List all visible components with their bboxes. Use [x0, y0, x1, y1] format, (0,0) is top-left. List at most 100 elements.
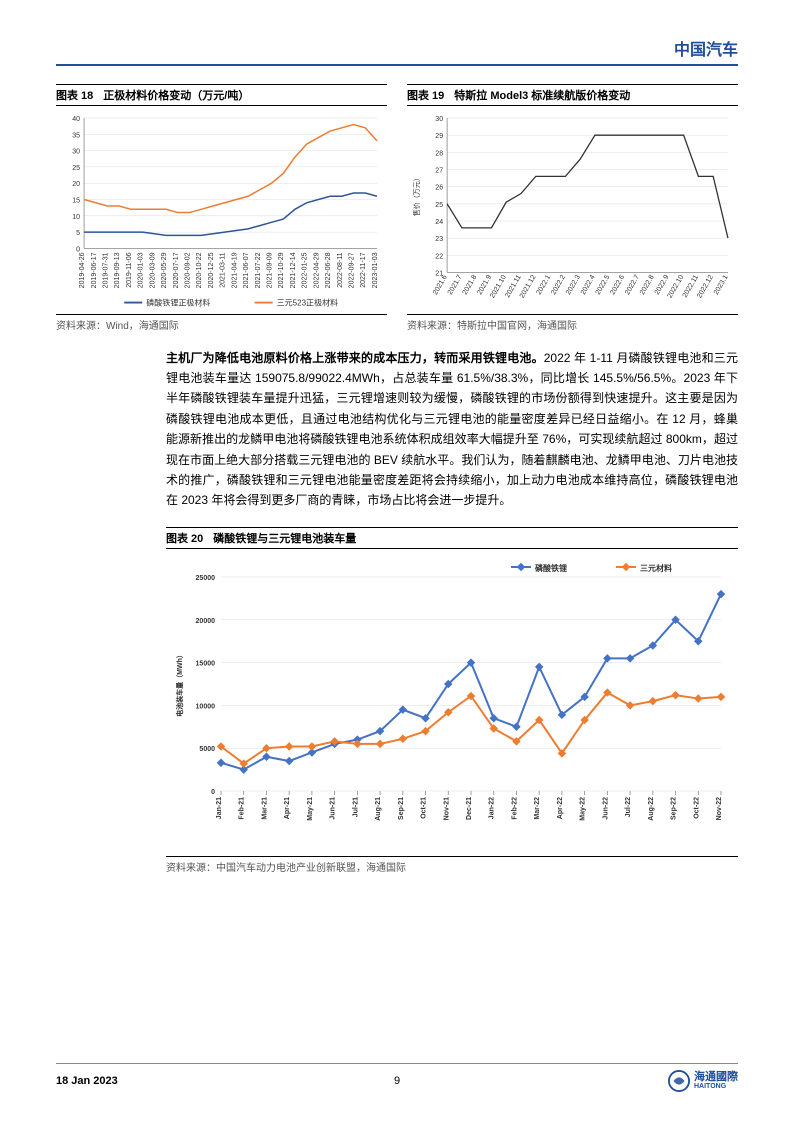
svg-text:Aug-21: Aug-21 — [375, 797, 382, 821]
chart19-svg: 212223242526272829302021.62021.72021.820… — [407, 110, 738, 311]
svg-text:0: 0 — [211, 789, 215, 796]
svg-text:2019-07-31: 2019-07-31 — [103, 252, 110, 288]
svg-text:2021-04-19: 2021-04-19 — [231, 252, 238, 288]
svg-text:Nov-22: Nov-22 — [716, 797, 723, 820]
chart18-title: 正极材料价格变动（万元/吨） — [103, 87, 249, 103]
footer-logo-brand: 海通國際 — [694, 1072, 738, 1083]
chart19-number: 图表 19 — [407, 87, 444, 103]
svg-text:2023.1: 2023.1 — [713, 274, 730, 296]
svg-text:5000: 5000 — [199, 746, 215, 753]
svg-text:30: 30 — [435, 116, 443, 123]
svg-text:2019-11-06: 2019-11-06 — [126, 252, 133, 287]
svg-text:2022-01-25: 2022-01-25 — [302, 252, 309, 288]
haitong-logo-icon — [668, 1070, 690, 1092]
svg-text:25: 25 — [72, 165, 80, 172]
chart18-svg: 0 5 10 15 20 25 30 35 40 2019-04-26 2019-06-17 2019… — [56, 110, 387, 311]
footer-logo: 海通國際 HAITONG — [668, 1070, 738, 1092]
svg-text:2020-05-29: 2020-05-29 — [161, 252, 168, 288]
chart18-number: 图表 18 — [56, 87, 93, 103]
chart18-container: 图表 18 正极材料价格变动（万元/吨） 0 5 10 15 20 25 30 35 40 201… — [56, 84, 387, 332]
svg-text:2020-07-17: 2020-07-17 — [173, 252, 180, 288]
svg-text:Jul-22: Jul-22 — [625, 797, 632, 817]
svg-text:2021-06-07: 2021-06-07 — [243, 252, 250, 288]
chart-row-top: 图表 18 正极材料价格变动（万元/吨） 0 5 10 15 20 25 30 35 40 201… — [56, 84, 738, 332]
body-lead: 主机厂为降低电池原料价格上涨带来的成本压力，转而采用铁锂电池。 — [166, 351, 544, 365]
svg-text:Sep-21: Sep-21 — [398, 797, 405, 820]
svg-text:2020-03-09: 2020-03-09 — [149, 252, 156, 288]
footer-logo-sub: HAITONG — [694, 1083, 738, 1090]
svg-text:26: 26 — [435, 185, 443, 192]
svg-text:24: 24 — [435, 219, 443, 226]
svg-text:Jun-22: Jun-22 — [602, 797, 609, 820]
svg-text:30: 30 — [72, 149, 80, 156]
svg-text:Apr-21: Apr-21 — [284, 797, 291, 819]
svg-text:25000: 25000 — [196, 575, 216, 582]
svg-text:Jun-21: Jun-21 — [330, 797, 337, 820]
svg-text:10000: 10000 — [196, 703, 216, 710]
svg-text:May-21: May-21 — [307, 797, 314, 821]
svg-text:23: 23 — [435, 236, 443, 243]
chart20-svg: 0500010000150002000025000Jan-21Feb-21Mar… — [166, 553, 736, 853]
svg-text:20: 20 — [72, 181, 80, 188]
chart18-title-bar: 图表 18 正极材料价格变动（万元/吨） — [56, 84, 387, 106]
chart19-source: 资料来源：特斯拉中国官网，海通国际 — [407, 314, 738, 332]
svg-text:2022-06-28: 2022-06-28 — [325, 252, 332, 288]
svg-text:2020-09-02: 2020-09-02 — [185, 252, 192, 288]
chart20-source: 资料来源：中国汽车动力电池产业创新联盟，海通国际 — [166, 856, 738, 874]
svg-text:15: 15 — [72, 198, 80, 205]
svg-text:Jan-21: Jan-21 — [216, 797, 223, 819]
page-content: 图表 18 正极材料价格变动（万元/吨） 0 5 10 15 20 25 30 35 40 201… — [56, 84, 738, 874]
svg-text:20000: 20000 — [196, 618, 216, 625]
svg-text:29: 29 — [435, 133, 443, 140]
header-divider — [56, 64, 738, 66]
svg-text:三元材料: 三元材料 — [640, 563, 672, 573]
chart19-title: 特斯拉 Model3 标准续航版价格变动 — [454, 87, 630, 103]
svg-text:5: 5 — [76, 230, 80, 237]
svg-text:2021-10-29: 2021-10-29 — [278, 252, 285, 288]
body-paragraph: 主机厂为降低电池原料价格上涨带来的成本压力，转而采用铁锂电池。2022 年 1-… — [166, 348, 738, 511]
footer-page-number: 9 — [394, 1075, 400, 1087]
svg-text:2019-06-17: 2019-06-17 — [91, 252, 98, 288]
svg-text:2023-01-03: 2023-01-03 — [372, 252, 379, 288]
chart20-title: 磷酸铁锂与三元锂电池装车量 — [213, 530, 356, 546]
chart19-title-bar: 图表 19 特斯拉 Model3 标准续航版价格变动 — [407, 84, 738, 106]
svg-text:Apr-22: Apr-22 — [557, 797, 564, 819]
chart20-title-bar: 图表 20 磷酸铁锂与三元锂电池装车量 — [166, 527, 738, 549]
svg-text:35: 35 — [72, 132, 80, 139]
chart20-container: 图表 20 磷酸铁锂与三元锂电池装车量 05000100001500020000… — [56, 527, 738, 874]
svg-text:2020-01-03: 2020-01-03 — [138, 252, 145, 288]
svg-text:40: 40 — [72, 116, 80, 123]
svg-text:磷酸铁锂: 磷酸铁锂 — [535, 563, 567, 573]
svg-text:2022-04-29: 2022-04-29 — [313, 252, 320, 288]
svg-text:三元523正极材料: 三元523正极材料 — [277, 298, 338, 308]
svg-text:2021-12-14: 2021-12-14 — [290, 252, 297, 288]
svg-text:2020-10-22: 2020-10-22 — [196, 252, 203, 288]
svg-text:Jan-22: Jan-22 — [489, 797, 496, 819]
chart18-source: 资料来源：Wind，海通国际 — [56, 314, 387, 332]
svg-text:10: 10 — [72, 214, 80, 221]
svg-text:Oct-22: Oct-22 — [693, 797, 700, 819]
svg-text:Feb-21: Feb-21 — [239, 797, 246, 820]
svg-text:Dec-21: Dec-21 — [466, 797, 473, 820]
page-footer: 18 Jan 2023 9 海通國際 HAITONG — [56, 1063, 738, 1092]
svg-text:22: 22 — [435, 253, 443, 260]
svg-text:Mar-21: Mar-21 — [261, 797, 268, 820]
svg-text:2022-11-17: 2022-11-17 — [360, 252, 367, 287]
svg-text:2019-04-26: 2019-04-26 — [79, 252, 86, 288]
svg-text:2021-07-22: 2021-07-22 — [255, 252, 262, 288]
svg-text:Oct-21: Oct-21 — [421, 797, 428, 819]
svg-text:0: 0 — [76, 246, 80, 253]
brand-header: 中国汽车 — [674, 36, 738, 60]
svg-text:2020-12-25: 2020-12-25 — [208, 252, 215, 288]
svg-text:Jul-21: Jul-21 — [352, 797, 359, 817]
svg-text:May-22: May-22 — [580, 797, 587, 821]
chart20-number: 图表 20 — [166, 530, 203, 546]
svg-text:2019-09-13: 2019-09-13 — [114, 252, 121, 288]
svg-text:2021-09-09: 2021-09-09 — [267, 252, 274, 288]
svg-text:售价（万元）: 售价（万元） — [412, 174, 421, 216]
chart19-container: 图表 19 特斯拉 Model3 标准续航版价格变动 2122232425262… — [407, 84, 738, 332]
svg-text:Aug-22: Aug-22 — [648, 797, 655, 821]
svg-text:磷酸铁锂正极材料: 磷酸铁锂正极材料 — [146, 298, 210, 308]
svg-text:28: 28 — [435, 150, 443, 157]
svg-text:2022-08-11: 2022-08-11 — [337, 252, 344, 287]
